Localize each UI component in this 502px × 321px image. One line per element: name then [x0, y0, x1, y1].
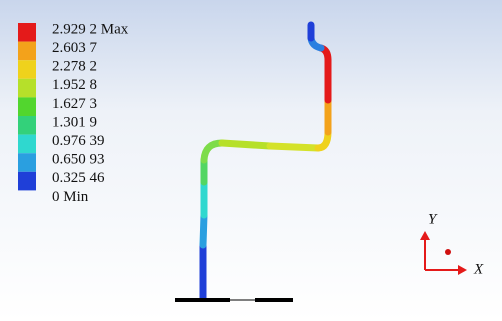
triad-origin-dot: [445, 249, 451, 255]
legend-swatch: [18, 60, 36, 79]
legend-label: 1.627 3: [52, 96, 97, 112]
legend-label: 0.325 46: [52, 170, 105, 186]
legend-label: 0.650 93: [52, 152, 105, 168]
scale-bar-segment: [175, 298, 230, 302]
legend-label: 0.976 39: [52, 133, 105, 149]
pipe-segment: [222, 143, 270, 146]
legend-swatch: [18, 79, 36, 98]
legend-label: 0 Min: [52, 189, 89, 205]
triad-x-label: X: [473, 261, 484, 277]
legend-label: 2.603 7: [52, 40, 98, 56]
legend-label: 1.301 9: [52, 114, 97, 130]
legend-swatch: [18, 116, 36, 135]
legend-swatch: [18, 172, 36, 191]
legend-swatch: [18, 23, 36, 42]
legend-swatch: [18, 97, 36, 116]
legend-swatch: [18, 135, 36, 154]
legend-label: 2.278 2: [52, 59, 97, 75]
legend-label: 2.929 2 Max: [52, 21, 129, 37]
viewport: 2.929 2 Max 2.603 7 2.278 2 1.952 8 1.627 3 1…: [0, 0, 502, 321]
pipe-segment: [203, 215, 204, 245]
legend-swatch: [18, 153, 36, 172]
legend-swatch: [18, 42, 36, 61]
legend-label: 1.952 8: [52, 77, 97, 93]
pipe-segment: [270, 146, 318, 148]
